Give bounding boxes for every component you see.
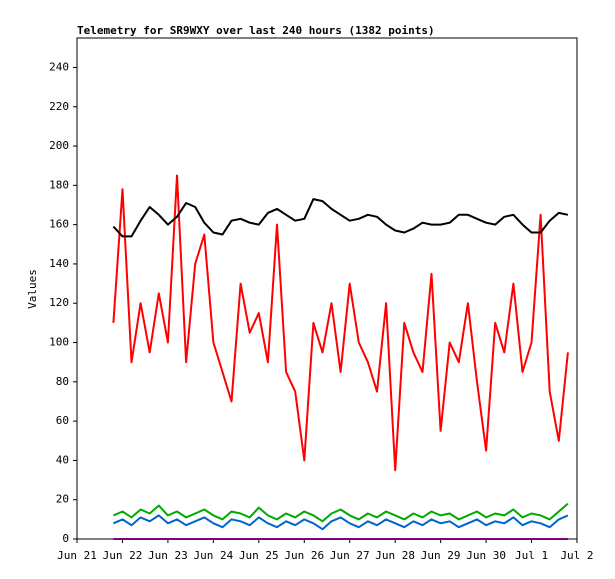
x-tick-label: Jun 23 <box>148 549 188 562</box>
y-tick-label: 240 <box>49 60 69 73</box>
x-tick-label: Jun 27 <box>330 549 370 562</box>
data-line <box>112 198 569 238</box>
x-tick-label: Jun 29 <box>421 549 461 562</box>
y-tick-label: 160 <box>49 218 69 231</box>
x-tick-label: Jun 25 <box>239 549 279 562</box>
y-tick-label: 200 <box>49 139 69 152</box>
y-tick-label: 0 <box>62 532 69 545</box>
y-tick-label: 60 <box>56 414 69 427</box>
x-tick-label: Jun 30 <box>466 549 506 562</box>
y-tick-label: 80 <box>56 375 69 388</box>
y-tick-label: 120 <box>49 296 69 309</box>
y-tick-label: 180 <box>49 178 69 191</box>
chart-title: Telemetry for SR9WXY over last 240 hours… <box>77 24 435 37</box>
y-tick-label: 100 <box>49 336 69 349</box>
y-tick-label: 220 <box>49 100 69 113</box>
y-tick-label: 20 <box>56 493 69 506</box>
y-tick-label: 40 <box>56 453 69 466</box>
data-line <box>112 174 569 472</box>
data-line <box>113 514 569 531</box>
x-tick-label: Jul 2 <box>560 549 593 562</box>
x-tick-label: Jun 28 <box>375 549 415 562</box>
x-tick-label: Jun 22 <box>103 549 143 562</box>
y-axis-label: Values <box>26 269 39 309</box>
x-tick-label: Jun 21 <box>57 549 97 562</box>
x-tick-label: Jun 26 <box>284 549 324 562</box>
data-line <box>113 502 569 523</box>
y-tick-label: 140 <box>49 257 69 270</box>
x-tick-label: Jul 1 <box>515 549 548 562</box>
x-tick-label: Jun 24 <box>193 549 233 562</box>
